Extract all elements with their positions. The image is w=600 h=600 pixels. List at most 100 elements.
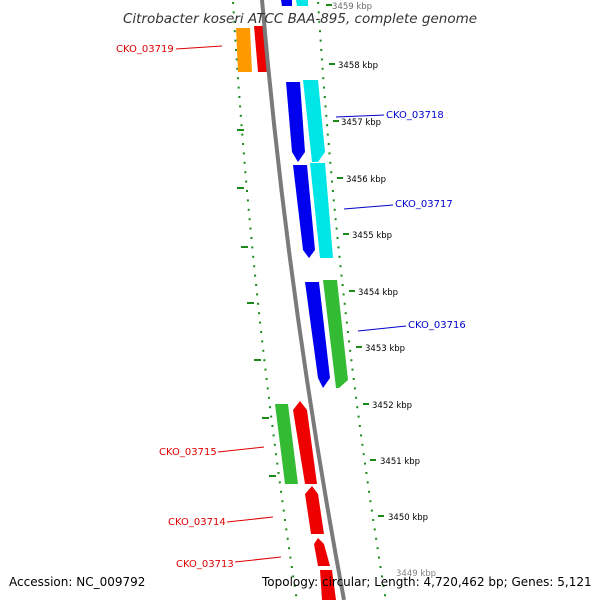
map-title: Citrobacter koseri ATCC BAA-895, complet…	[123, 11, 477, 27]
cds-cyan	[296, 0, 308, 6]
ring-dot	[266, 387, 269, 390]
ring-dot	[360, 434, 363, 437]
ring-dot	[263, 359, 266, 362]
ring-dot	[335, 227, 338, 230]
ring-dot	[235, 58, 238, 61]
tick-label: 3449 kbp	[396, 569, 436, 579]
cds-cyan	[303, 80, 325, 162]
ring-dot	[321, 67, 324, 70]
ring-dot	[319, 39, 322, 42]
cds-blue	[305, 282, 330, 388]
ring-dot	[382, 584, 385, 587]
ring-dot	[361, 443, 364, 446]
ring-dot	[282, 509, 285, 512]
ring-dot	[350, 359, 353, 362]
ring-dot	[255, 284, 258, 286]
ring-dot	[257, 302, 260, 305]
tick-marks	[237, 4, 384, 517]
ring-dot	[269, 406, 271, 409]
ring-dot	[368, 490, 371, 493]
ring-dot	[262, 349, 265, 352]
ring-dot	[232, 2, 235, 4]
ring-dot	[326, 133, 329, 136]
ring-dot	[381, 575, 383, 578]
ring-dot	[333, 208, 336, 211]
ring-dot	[264, 368, 267, 371]
cds-red	[305, 486, 324, 534]
leader-line	[175, 45, 223, 50]
ring-dot	[320, 49, 323, 51]
ring-dot	[339, 265, 342, 268]
ring-dot	[369, 500, 372, 503]
ring-dot	[364, 462, 366, 465]
ring-dot	[246, 190, 248, 192]
ring-dot	[281, 500, 284, 503]
ring-dot	[362, 453, 365, 456]
ring-dot	[233, 20, 236, 23]
ring-dot	[232, 11, 235, 14]
ring-dot	[246, 199, 249, 202]
ring-dot	[258, 312, 261, 315]
ring-dot	[328, 152, 331, 155]
cds-blue	[293, 165, 315, 258]
ring-dot	[326, 124, 329, 127]
ring-dot	[251, 246, 254, 249]
ring-dot	[292, 575, 295, 578]
leader-line	[357, 325, 407, 332]
ring-dot	[323, 96, 326, 98]
ring-dot	[236, 67, 239, 70]
ring-dot	[271, 425, 274, 427]
ring-dot	[239, 114, 242, 117]
ring-dot	[378, 556, 380, 559]
ring-dot	[366, 481, 369, 484]
ring-dot	[275, 453, 277, 456]
ring-dot	[345, 321, 348, 324]
ring-dot	[244, 171, 247, 174]
ring-dot	[235, 49, 238, 51]
ring-dot	[249, 227, 252, 230]
ring-dot	[267, 396, 270, 399]
ring-dot	[276, 462, 279, 465]
ring-dot	[234, 39, 237, 42]
accession-text: Accession: NC_009792	[9, 575, 145, 589]
cds-green	[275, 404, 298, 484]
cds-orange	[236, 28, 252, 72]
leader-line	[343, 204, 394, 210]
ring-dot	[379, 566, 382, 568]
ring-dot	[272, 434, 275, 437]
ring-dot	[338, 255, 341, 258]
tick-label: 3457 kbp	[341, 118, 381, 128]
ring-dot	[336, 237, 339, 239]
ring-dot	[370, 509, 373, 512]
genome-backbone	[260, 0, 346, 600]
ring-dot	[331, 190, 334, 192]
tick-label: 3452 kbp	[372, 401, 412, 411]
ring-dot	[352, 378, 355, 380]
ring-dot	[327, 143, 330, 145]
gene-label-cko-03714: CKO_03714	[168, 517, 226, 528]
ring-dot	[252, 255, 255, 258]
gene-label-cko-03717: CKO_03717	[395, 199, 453, 210]
ring-dot	[290, 566, 293, 568]
ring-dot	[329, 161, 332, 164]
ring-dot	[278, 481, 281, 484]
ring-dot	[353, 387, 356, 390]
genome-summary: Topology: circular; Length: 4,720,462 bp…	[261, 575, 592, 589]
ring-dot	[270, 415, 273, 418]
ring-dot	[323, 86, 325, 89]
ring-dot	[317, 11, 320, 14]
gene-label-cko-03713: CKO_03713	[176, 559, 234, 570]
tick-label: 3454 kbp	[358, 288, 398, 298]
ring-dot	[284, 519, 286, 521]
ring-dot	[337, 246, 340, 249]
ring-dot	[233, 30, 236, 33]
tick-label: 3450 kbp	[388, 513, 428, 523]
ring-dot	[295, 594, 298, 597]
cds-blue	[281, 0, 292, 6]
ring-dot	[320, 58, 323, 61]
ring-dot	[340, 274, 343, 277]
ring-dot	[330, 171, 333, 174]
ring-dot	[285, 528, 288, 531]
ring-dot	[248, 218, 251, 221]
cds-red	[320, 570, 336, 600]
